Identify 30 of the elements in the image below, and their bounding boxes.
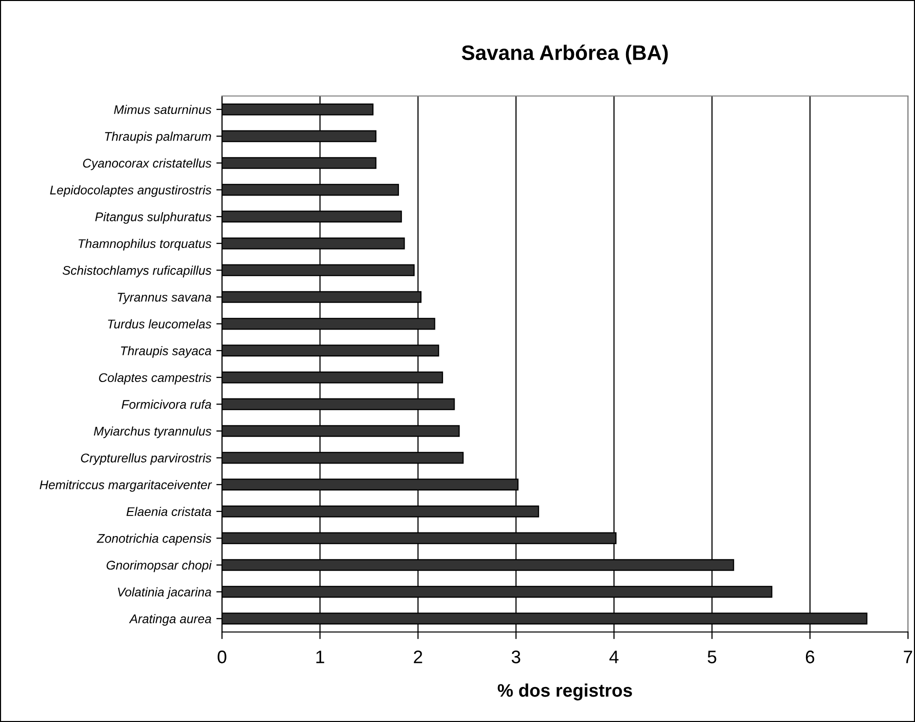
y-tick-label: Lepidocolaptes angustirostris	[50, 185, 212, 197]
y-tick-label: Zonotrichia capensis	[96, 534, 212, 546]
y-tick-label: Cyanocorax cristatellus	[83, 158, 212, 170]
y-tick-label: Hemitriccus margaritaceiventer	[40, 480, 212, 492]
y-tick-label: Aratinga aurea	[128, 614, 212, 626]
x-tick-label: 4	[609, 650, 618, 664]
x-tick-label: 1	[316, 650, 324, 664]
y-tick-label: Myiarchus tyrannulus	[94, 426, 212, 438]
x-tick-label: 7	[904, 650, 912, 664]
y-tick-label: Pitangus sulphuratus	[95, 212, 212, 224]
chart-title: Savana Arbórea (BA)	[462, 44, 668, 64]
y-tick-label: Elaenia cristata	[126, 506, 212, 516]
y-tick-label: Thamnophilus torquatus	[78, 238, 212, 251]
y-tick-label: Crypturellus parvirostris	[81, 453, 212, 465]
y-tick-label: Mimus saturninus	[114, 104, 212, 114]
y-tick-label: Schistochlamys ruficapillus	[62, 266, 212, 278]
y-tick-label: Colaptes campestris	[99, 372, 212, 385]
y-tick-label: Turdus leucomelas	[108, 319, 212, 328]
y-tick-label: Volatinia jacarina	[118, 587, 212, 599]
x-tick-label: 2	[414, 650, 422, 664]
x-tick-label: 0	[218, 650, 226, 664]
x-axis-title: % dos registros	[498, 684, 632, 700]
x-tick-label: 3	[512, 650, 520, 664]
y-tick-label: Thraupis palmarum	[105, 132, 212, 144]
x-tick-label: 6	[806, 650, 814, 664]
y-tick-label: Formicivora rufa	[122, 400, 212, 409]
x-tick-label: 5	[708, 650, 716, 664]
y-tick-label: Gnorimopsar chopi	[106, 560, 212, 572]
y-tick-label: Tyrannus savana	[118, 292, 212, 304]
y-tick-label: Thraupis sayaca	[121, 346, 212, 358]
